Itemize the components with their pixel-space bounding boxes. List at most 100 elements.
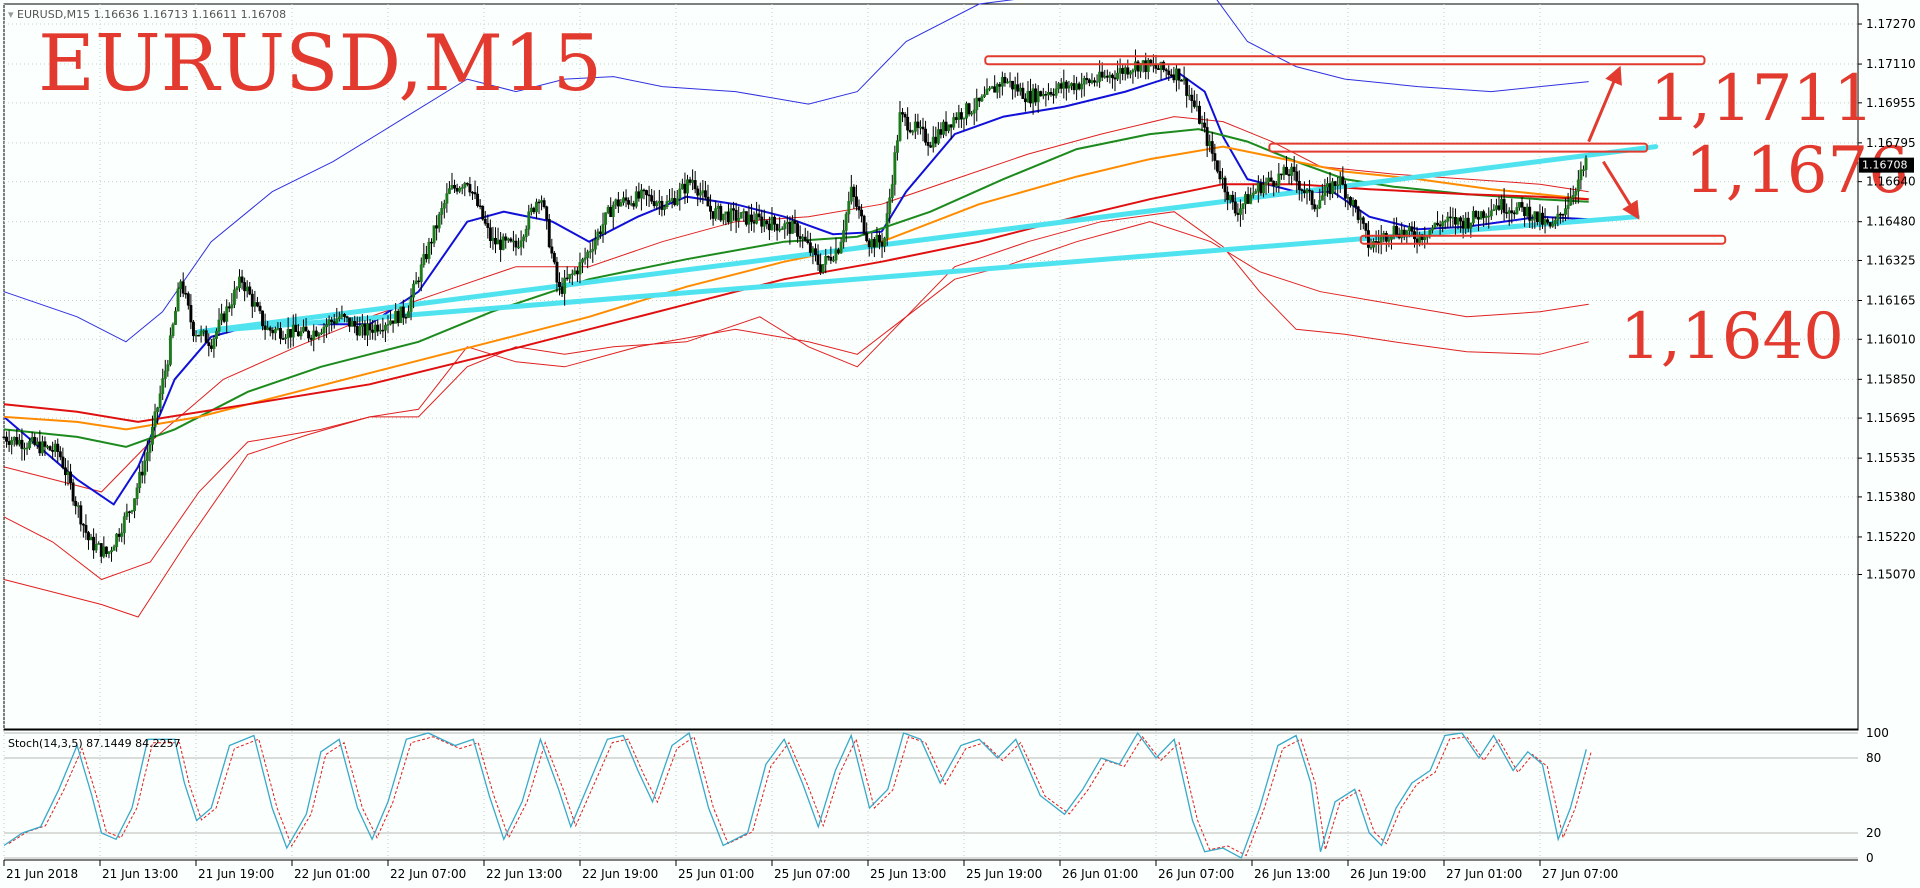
candle-body — [532, 207, 536, 213]
candle-body — [1405, 230, 1409, 235]
candle-body — [696, 188, 700, 196]
candle-body — [1185, 78, 1189, 96]
candle-body — [660, 200, 664, 210]
candle-body — [1510, 210, 1514, 214]
candle-body — [578, 262, 582, 275]
candle-body — [1377, 241, 1381, 244]
candle-body — [87, 532, 90, 541]
candle-body — [1000, 76, 1004, 87]
candle-body — [954, 117, 958, 120]
candle-body — [1430, 227, 1434, 231]
candle-body — [609, 206, 613, 217]
candle-body — [189, 305, 193, 323]
candle-body — [89, 536, 93, 541]
candle-body — [511, 240, 515, 243]
candle-body — [368, 323, 372, 331]
candle-body — [949, 124, 953, 128]
candle-body — [1241, 203, 1245, 209]
candle-body — [1336, 184, 1340, 187]
candle-body — [775, 224, 779, 231]
candle-body — [1333, 181, 1337, 186]
time-axis[interactable]: 21 Jun 2018 21 Jun 13:00 21 Jun 19:00 22 Ju… — [3, 860, 1618, 881]
candle-body — [1180, 80, 1184, 82]
candle-body — [865, 233, 869, 242]
price-tick-label: 1.15380 — [1866, 490, 1916, 504]
stoch-axis-label: 20 — [1866, 826, 1881, 840]
candle-body — [396, 310, 400, 324]
arrow-0[interactable] — [1587, 65, 1622, 143]
moving-average-red — [3, 183, 1589, 423]
candle-body — [957, 112, 961, 120]
candle-body — [1034, 88, 1038, 103]
time-tick-label: 22 Jun 19:00 — [582, 867, 658, 881]
candle-body — [619, 202, 623, 207]
annotation-arrows[interactable] — [1587, 65, 1640, 220]
candle-body — [127, 511, 131, 513]
candle-body — [1290, 166, 1294, 176]
candle-body — [1390, 236, 1393, 240]
level-label-top: 1,1711 — [1650, 62, 1874, 136]
arrow-1[interactable] — [1602, 160, 1640, 220]
candle-body — [1203, 122, 1207, 128]
candle-body — [645, 190, 648, 196]
price-tick-label: 1.15695 — [1866, 411, 1916, 425]
trendline-0[interactable] — [196, 144, 1659, 335]
candle-body — [901, 112, 904, 115]
candle-body — [965, 103, 968, 119]
candle-body — [476, 193, 480, 206]
candle-body — [514, 240, 518, 248]
price-axis[interactable]: 1.17270 1.17110 1.16955 1.16795 1.16640 1.164… — [1858, 17, 1916, 581]
level-boxes[interactable] — [984, 55, 1727, 245]
candle-body — [248, 286, 252, 295]
candle-body — [895, 140, 899, 153]
candle-body — [670, 198, 674, 202]
candle-body — [261, 310, 264, 327]
candle-body — [1292, 166, 1296, 172]
candle-body — [1154, 64, 1158, 69]
candle-body — [1582, 169, 1585, 171]
candle-body — [209, 345, 213, 349]
candle-body — [1213, 153, 1217, 161]
level-box-0[interactable] — [984, 55, 1706, 66]
candle-body — [990, 86, 994, 89]
candle-body — [1520, 202, 1524, 208]
candle-body — [104, 546, 108, 554]
candle-body — [573, 270, 577, 274]
candle-body — [447, 188, 451, 194]
candle-body — [693, 180, 697, 190]
candle-body — [724, 211, 728, 215]
candle-body — [358, 326, 362, 336]
candle-body — [942, 121, 945, 135]
candle-body — [614, 199, 618, 206]
candle-body — [916, 121, 920, 128]
candle-body — [1323, 186, 1327, 196]
candle-body — [1190, 94, 1194, 102]
candle-body — [652, 201, 656, 207]
candle-body — [1338, 176, 1342, 186]
candle-body — [401, 306, 405, 318]
candle-body — [862, 215, 866, 234]
candle-body — [207, 342, 211, 346]
candle-body — [959, 112, 963, 120]
candle-body — [1205, 127, 1209, 146]
candle-body — [1313, 204, 1317, 210]
candle-body — [174, 310, 177, 325]
candle-body — [1208, 141, 1212, 146]
candle-body — [709, 205, 712, 212]
candle-body — [1136, 61, 1140, 72]
candle-body — [655, 202, 659, 207]
candle-body — [972, 109, 976, 114]
candle-body — [1008, 80, 1012, 83]
candle-body — [1198, 105, 1201, 124]
level-box-1[interactable] — [1268, 142, 1649, 153]
candle-body — [522, 236, 526, 241]
candle-body — [322, 326, 326, 334]
candle-body — [1238, 208, 1242, 215]
candle-body — [1523, 206, 1527, 217]
level-box-2[interactable] — [1359, 234, 1727, 245]
bollinger-lower-line — [3, 221, 1589, 581]
candle-body — [639, 189, 643, 199]
symbol-line: ▾ EURUSD,M15 1.16636 1.16713 1.16611 1.1… — [8, 8, 286, 21]
